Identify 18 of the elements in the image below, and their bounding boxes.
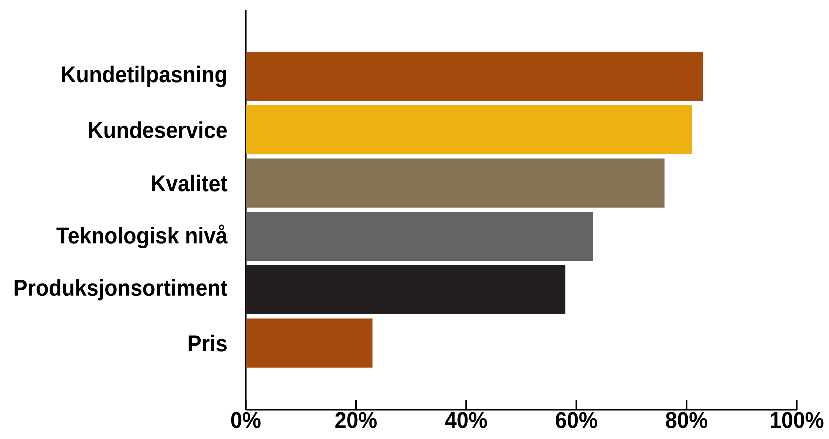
bar	[246, 52, 704, 102]
x-tick-label: 100%	[771, 412, 824, 428]
bar	[246, 265, 566, 315]
bar	[246, 318, 373, 368]
y-tick-label: Kundetilpasning	[62, 66, 226, 88]
x-tick-label: 40%	[445, 412, 488, 428]
y-tick-label: Kundeservice	[89, 122, 228, 138]
x-tick-label: 60%	[556, 412, 598, 428]
x-tick-label: 0%	[231, 412, 261, 428]
x-tick-label: 20%	[336, 412, 377, 428]
bar	[246, 212, 594, 262]
y-tick-label: Kvalitet	[152, 174, 228, 192]
y-tick-label: Produksjonsortiment	[14, 279, 228, 301]
y-tick-label: Teknologisk nivå	[56, 224, 228, 249]
x-tick-label: 80%	[666, 412, 708, 428]
bar	[246, 105, 692, 155]
bar	[246, 158, 665, 208]
y-tick-label: Pris	[188, 334, 227, 352]
